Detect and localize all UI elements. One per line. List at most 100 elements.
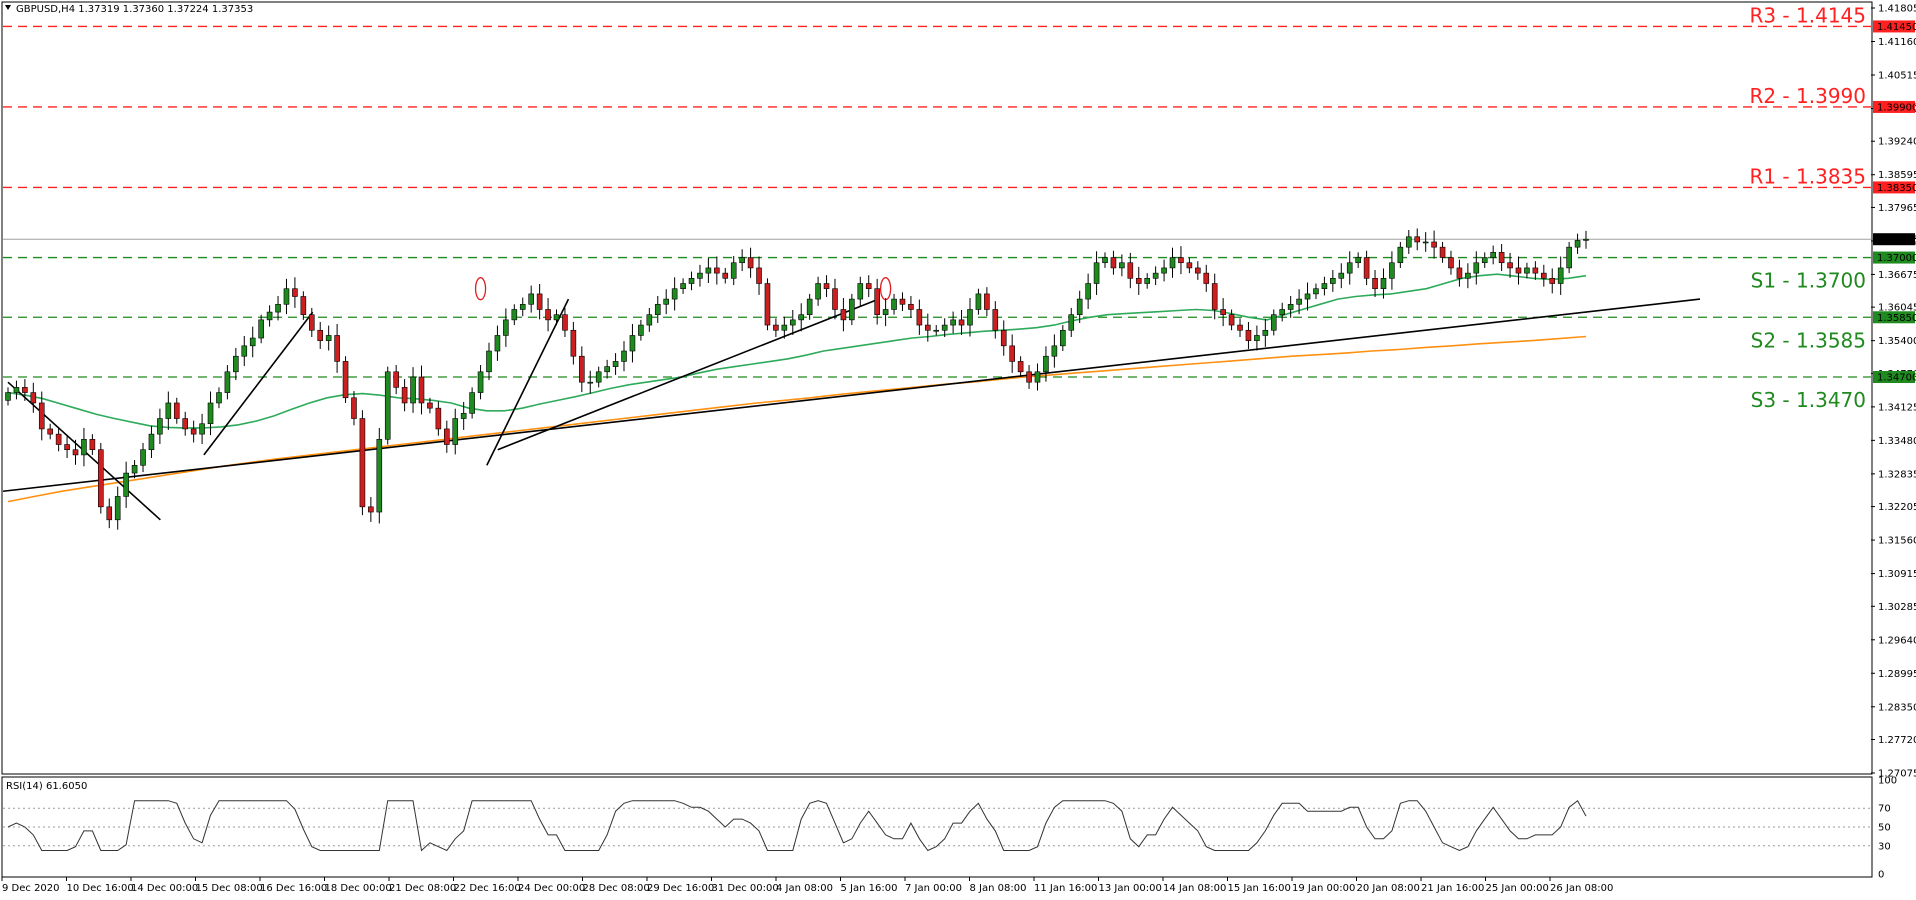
candle-bear <box>393 371 399 388</box>
price-axis: 1.418051.411601.405151.398701.392401.385… <box>1871 4 1916 780</box>
x-tick-label: 5 Jan 16:00 <box>841 883 898 894</box>
candle-bear <box>368 506 374 513</box>
candle-bull <box>494 335 501 352</box>
y-tick-label: 1.34125 <box>1878 402 1916 413</box>
candle-bull <box>1085 283 1091 300</box>
candle-bull <box>199 423 205 435</box>
candle-bull <box>511 309 518 321</box>
candle-bull <box>646 314 653 326</box>
collapse-triangle-icon[interactable] <box>5 5 11 10</box>
candle-bull <box>1405 236 1412 248</box>
x-tick-label: 9 Dec 2020 <box>2 883 60 894</box>
candle-bear <box>308 314 315 331</box>
x-tick-label: 14 Dec 00:00 <box>131 883 198 894</box>
candle-bull <box>528 293 534 305</box>
ema-slow-line <box>7 335 1587 503</box>
candle-bull <box>1152 272 1159 279</box>
candle-bull <box>13 387 20 393</box>
candle-bull <box>688 278 695 284</box>
y-tick-label: 1.41160 <box>1878 37 1916 48</box>
price-tag-label: 1.35850 <box>1877 313 1916 324</box>
candle-bull <box>1465 272 1471 279</box>
candle-bear <box>334 335 340 362</box>
price-tag <box>1873 100 1915 113</box>
candle-bull <box>663 298 670 305</box>
candle-bear <box>1414 236 1421 243</box>
x-tick-label: 11 Jan 16:00 <box>1034 883 1097 894</box>
candle-bear <box>1178 257 1184 264</box>
y-tick-label: 1.36675 <box>1878 270 1916 281</box>
candle-bull <box>1270 314 1277 331</box>
candle-bear <box>1507 262 1513 269</box>
candle-bull <box>1102 257 1108 264</box>
candle-bull <box>376 439 383 513</box>
candle-bull <box>697 272 703 279</box>
candle-bear <box>427 402 433 409</box>
y-tick-label: 1.27075 <box>1878 769 1916 780</box>
candle-bear <box>536 293 543 310</box>
candle-bull <box>891 298 897 310</box>
candle-bull <box>157 418 163 435</box>
candle-bull <box>469 392 475 414</box>
candle-bear <box>401 387 408 404</box>
level-label-s1: S1 - 1.3700 <box>1751 269 1866 293</box>
candle-bear <box>47 428 53 435</box>
price-tag <box>1873 20 1915 33</box>
candle-bull <box>815 283 821 300</box>
main-uptrend-line <box>2 298 1701 493</box>
candle-bull <box>519 303 526 310</box>
candle-bear <box>300 296 307 315</box>
candle-bull <box>595 371 602 383</box>
candle-bull <box>604 366 610 373</box>
candle-bear <box>1549 278 1556 284</box>
candle-bull <box>1161 267 1167 274</box>
candle-bull <box>882 309 889 315</box>
candle-bull <box>486 350 492 373</box>
candle-bear <box>1220 309 1226 315</box>
level-label-r1: R1 - 1.3835 <box>1749 164 1866 188</box>
level-label-r3: R3 - 1.4145 <box>1749 3 1866 27</box>
candle-bear <box>190 428 197 435</box>
candle-bear <box>1186 262 1193 269</box>
y-tick-label: 1.27720 <box>1878 735 1916 746</box>
candle-bull <box>1338 272 1345 279</box>
candle-bear <box>1127 262 1134 279</box>
candle-bull <box>224 371 231 393</box>
candle-bear <box>1017 361 1024 373</box>
rsi-header: RSI(14) 61.6050 <box>6 781 87 792</box>
x-tick-label: 25 Jan 00:00 <box>1486 883 1549 894</box>
candle-bull <box>1254 335 1260 341</box>
candle-bull <box>81 439 87 456</box>
rsi-tick-label: 50 <box>1878 823 1891 834</box>
candle-bear <box>30 392 37 404</box>
rsi-tick-label: 0 <box>1878 870 1884 881</box>
y-tick-label: 1.28995 <box>1878 669 1916 680</box>
x-tick-label: 18 Dec 00:00 <box>325 883 392 894</box>
candle-bear <box>72 449 79 456</box>
candle-bull <box>1119 262 1125 269</box>
candle-bull <box>1068 314 1075 331</box>
rsi-tick-label: 30 <box>1878 841 1891 852</box>
candle-bull <box>789 319 796 326</box>
levels-layer: R3 - 1.4145 R2 - 1.3990 R1 - 1.3835 S1 - 1.… <box>3 3 1871 412</box>
x-tick-label: 8 Jan 08:00 <box>970 883 1027 894</box>
candle-bull <box>621 350 627 362</box>
rsi-layer: 100 70 50 30 0 <box>3 776 1897 881</box>
candle-bull <box>207 402 214 425</box>
candle-bear <box>984 293 990 310</box>
candle-bear <box>1203 272 1210 284</box>
candle-bear <box>1026 371 1032 383</box>
candle-bear <box>924 324 931 331</box>
candle-bear <box>570 329 577 357</box>
price-tag-label: 1.38350 <box>1877 183 1916 194</box>
candle-bull <box>1490 252 1496 258</box>
candle-bear <box>958 319 965 326</box>
candle-bear <box>823 283 830 290</box>
candle-bear <box>722 272 729 279</box>
candle-bear <box>22 387 28 393</box>
x-tick-label: 4 Jan 08:00 <box>776 883 833 894</box>
candle-bear <box>106 506 113 521</box>
rsi-tick-label: 70 <box>1878 804 1891 815</box>
